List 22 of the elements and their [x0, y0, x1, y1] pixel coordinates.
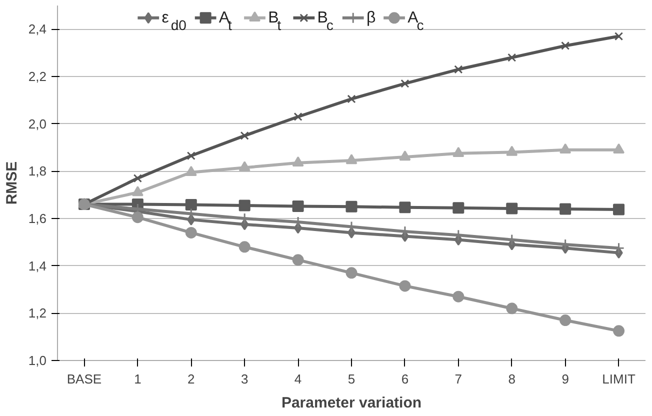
x-tick-label: 8	[508, 372, 516, 386]
y-axis-title: RMSE	[3, 161, 20, 205]
y-tick-label: 1,4	[28, 258, 47, 274]
y-tick-label: 1,8	[28, 164, 47, 179]
x-tick-label: LIMIT	[602, 372, 636, 386]
x-tick-label: 9	[562, 372, 569, 386]
x-tick-label: 4	[294, 372, 302, 386]
x-tick-label: 3	[240, 372, 248, 386]
x-tick-label: 5	[348, 372, 356, 386]
x-tick-label: 7	[454, 372, 462, 386]
y-tick-label: 1,6	[28, 211, 47, 226]
y-tick-label: 2,2	[28, 69, 47, 84]
x-tick-label: 6	[401, 372, 409, 386]
x-tick-label: 2	[188, 372, 195, 386]
y-tick-label: 1,2	[28, 306, 47, 321]
x-axis-title: Parameter variation	[281, 394, 422, 412]
y-tick-label: 1,0	[28, 353, 47, 368]
x-tick-label: 1	[134, 372, 142, 386]
y-tick-label: 2,0	[28, 116, 47, 132]
y-tick-label: 2,4	[28, 22, 47, 37]
x-tick-label: BASE	[66, 372, 102, 386]
legend-label: β	[366, 9, 376, 26]
